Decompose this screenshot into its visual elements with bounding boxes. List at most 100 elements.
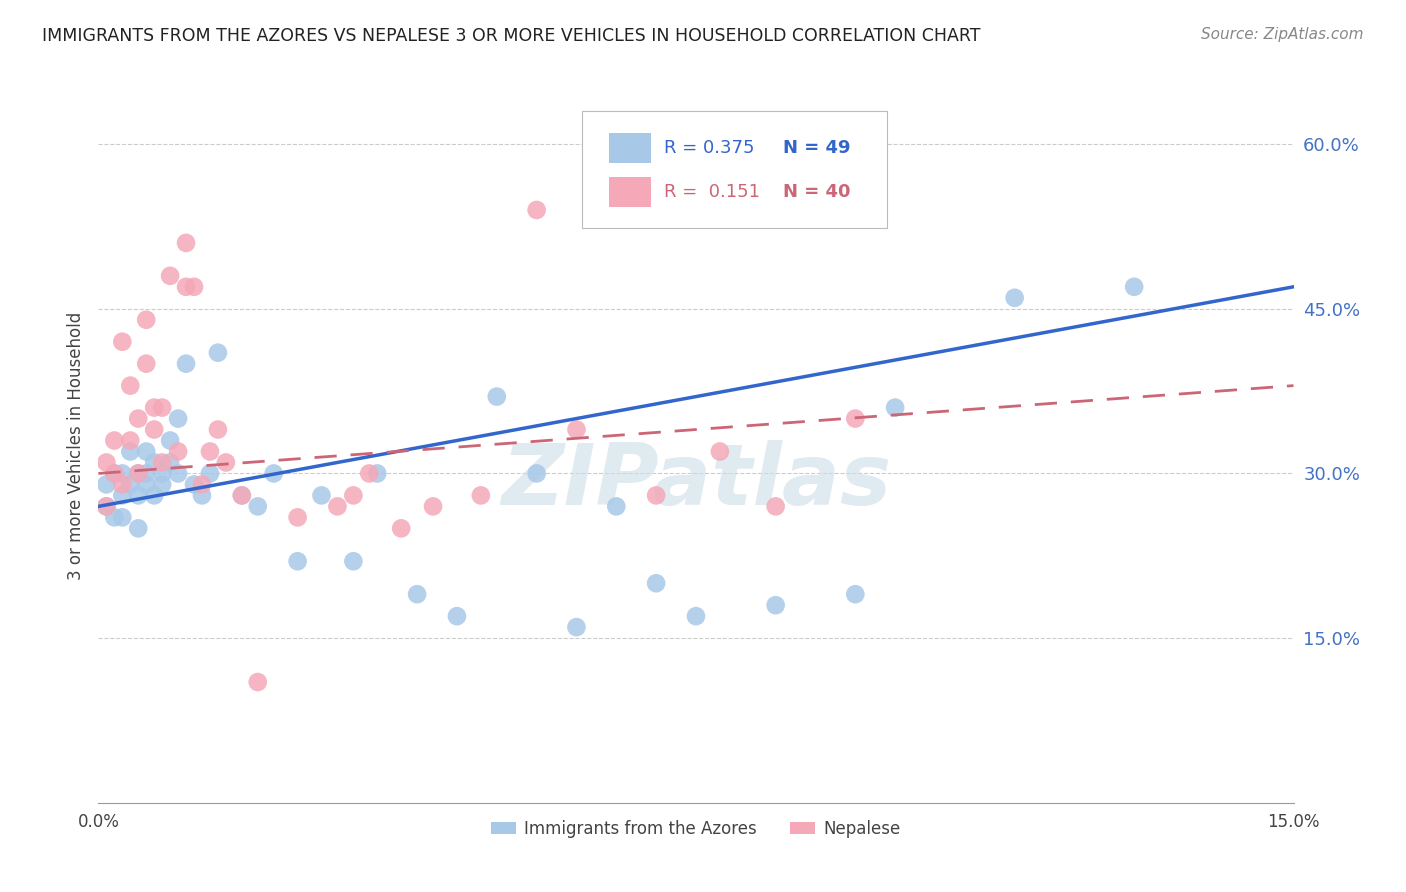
Point	[231, 488, 253, 502]
Point	[120, 444, 142, 458]
Point	[198, 444, 221, 458]
Point	[765, 598, 787, 612]
Point	[143, 401, 166, 415]
Point	[215, 455, 238, 469]
Point	[198, 467, 221, 481]
Point	[96, 455, 118, 469]
Point	[645, 488, 668, 502]
Point	[120, 434, 142, 448]
Bar	[609, 177, 651, 207]
Point	[135, 467, 157, 481]
Point	[844, 411, 866, 425]
Text: R =  0.151: R = 0.151	[664, 183, 759, 201]
Point	[150, 401, 173, 415]
Point	[231, 488, 253, 502]
Point	[143, 455, 166, 469]
Point	[174, 235, 197, 250]
Point	[246, 675, 269, 690]
Point	[342, 488, 364, 502]
Point	[287, 554, 309, 568]
Point	[167, 444, 190, 458]
Point	[605, 500, 627, 514]
Point	[174, 280, 197, 294]
Point	[287, 510, 309, 524]
Point	[120, 477, 142, 491]
Point	[167, 411, 190, 425]
Point	[143, 488, 166, 502]
Point	[191, 477, 214, 491]
Y-axis label: 3 or more Vehicles in Household: 3 or more Vehicles in Household	[66, 312, 84, 580]
Point	[135, 312, 157, 326]
FancyBboxPatch shape	[582, 111, 887, 228]
Point	[174, 357, 197, 371]
Point	[103, 467, 125, 481]
Point	[1123, 280, 1146, 294]
Bar	[609, 133, 651, 162]
Point	[127, 467, 149, 481]
Point	[645, 576, 668, 591]
Point	[111, 477, 134, 491]
Text: IMMIGRANTS FROM THE AZORES VS NEPALESE 3 OR MORE VEHICLES IN HOUSEHOLD CORRELATI: IMMIGRANTS FROM THE AZORES VS NEPALESE 3…	[42, 27, 980, 45]
Point	[135, 477, 157, 491]
Point	[111, 510, 134, 524]
Point	[446, 609, 468, 624]
Point	[150, 477, 173, 491]
Point	[103, 434, 125, 448]
Point	[844, 587, 866, 601]
Point	[135, 357, 157, 371]
Point	[565, 423, 588, 437]
Point	[207, 345, 229, 359]
Point	[150, 467, 173, 481]
Point	[127, 521, 149, 535]
Text: N = 40: N = 40	[783, 183, 851, 201]
Text: ZIPatlas: ZIPatlas	[501, 440, 891, 524]
Point	[143, 423, 166, 437]
Point	[685, 609, 707, 624]
Point	[884, 401, 907, 415]
Point	[127, 411, 149, 425]
Point	[103, 510, 125, 524]
Point	[135, 444, 157, 458]
Text: Source: ZipAtlas.com: Source: ZipAtlas.com	[1201, 27, 1364, 42]
Point	[159, 455, 181, 469]
Point	[326, 500, 349, 514]
Point	[366, 467, 388, 481]
Point	[127, 488, 149, 502]
Legend: Immigrants from the Azores, Nepalese: Immigrants from the Azores, Nepalese	[484, 814, 908, 845]
Text: N = 49: N = 49	[783, 139, 851, 157]
Point	[359, 467, 381, 481]
Point	[246, 500, 269, 514]
Point	[183, 477, 205, 491]
Point	[565, 620, 588, 634]
Point	[389, 521, 412, 535]
Point	[709, 444, 731, 458]
Point	[111, 488, 134, 502]
Point	[111, 334, 134, 349]
Point	[485, 390, 508, 404]
Point	[263, 467, 285, 481]
Point	[111, 467, 134, 481]
Point	[127, 467, 149, 481]
Point	[150, 455, 173, 469]
Point	[120, 378, 142, 392]
Point	[96, 500, 118, 514]
Point	[406, 587, 429, 601]
Point	[167, 467, 190, 481]
Point	[96, 500, 118, 514]
Point	[422, 500, 444, 514]
Point	[1004, 291, 1026, 305]
Point	[183, 280, 205, 294]
Text: R = 0.375: R = 0.375	[664, 139, 754, 157]
Point	[159, 434, 181, 448]
Point	[526, 467, 548, 481]
Point	[96, 477, 118, 491]
Point	[207, 423, 229, 437]
Point	[311, 488, 333, 502]
Point	[191, 488, 214, 502]
Point	[470, 488, 492, 502]
Point	[342, 554, 364, 568]
Point	[804, 115, 827, 129]
Point	[103, 467, 125, 481]
Point	[526, 202, 548, 217]
Point	[765, 500, 787, 514]
